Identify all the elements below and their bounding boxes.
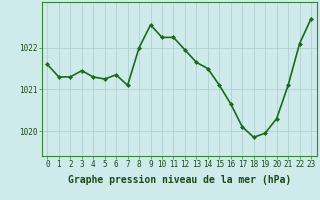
X-axis label: Graphe pression niveau de la mer (hPa): Graphe pression niveau de la mer (hPa): [68, 175, 291, 185]
